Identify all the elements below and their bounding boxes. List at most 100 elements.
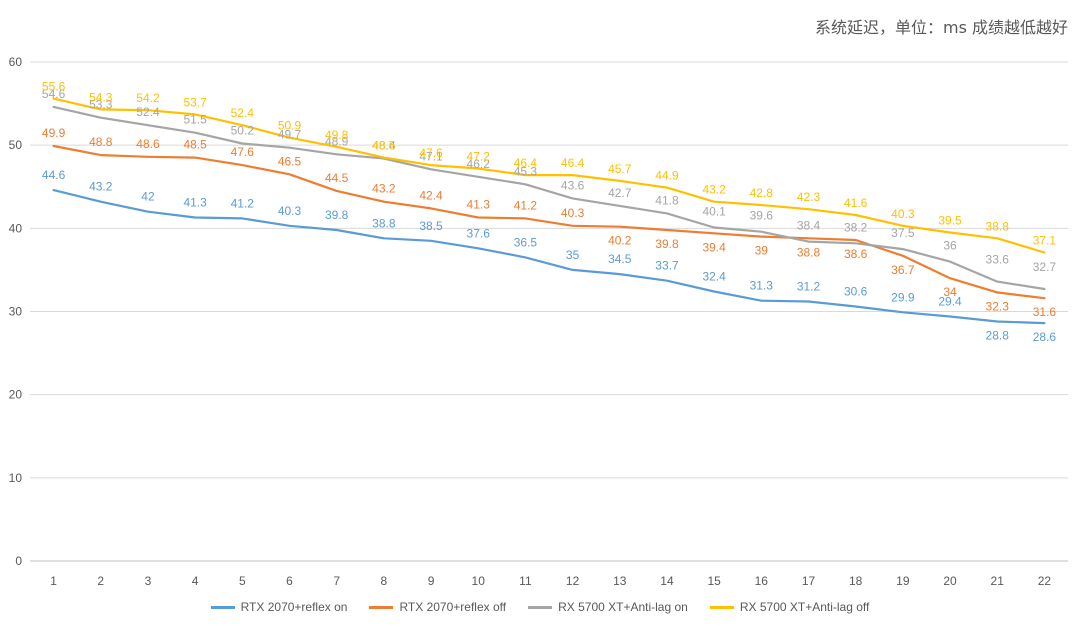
data-label: 29.9 <box>891 290 915 304</box>
series-line-3 <box>52 105 1046 291</box>
x-tick-label: 16 <box>755 574 769 588</box>
data-label: 49.8 <box>325 128 349 142</box>
x-tick-label: 7 <box>333 574 340 588</box>
series-line-1 <box>52 189 1046 325</box>
data-label: 44.5 <box>325 171 349 185</box>
data-label: 48.5 <box>183 138 207 152</box>
data-label: 52.4 <box>231 106 255 120</box>
y-tick-label: 50 <box>9 138 23 152</box>
legend-item: RX 5700 XT+Anti-lag on <box>528 600 688 614</box>
data-label: 34 <box>943 285 957 299</box>
x-tick-label: 8 <box>381 574 388 588</box>
x-tick-label: 10 <box>472 574 486 588</box>
data-label: 35 <box>566 248 580 262</box>
data-label: 41.8 <box>655 193 679 207</box>
x-tick-label: 13 <box>613 574 627 588</box>
legend-label: RX 5700 XT+Anti-lag on <box>558 600 688 614</box>
data-label: 40.3 <box>891 207 915 221</box>
data-label: 38.8 <box>372 216 396 230</box>
data-label: 43.2 <box>702 183 726 197</box>
data-label: 55.6 <box>42 80 66 94</box>
legend-item: RTX 2070+reflex off <box>369 600 506 614</box>
data-label: 48.4 <box>372 138 396 152</box>
data-label: 46.4 <box>561 156 585 170</box>
data-label: 30.6 <box>844 285 868 299</box>
x-tick-label: 19 <box>896 574 910 588</box>
y-tick-label: 20 <box>9 388 23 402</box>
data-label: 32.3 <box>986 299 1010 313</box>
x-tick-label: 18 <box>849 574 863 588</box>
legend-item: RTX 2070+reflex on <box>210 600 347 614</box>
legend-swatch <box>369 605 394 609</box>
data-label: 53.3 <box>89 98 113 112</box>
y-tick-label: 0 <box>15 554 22 568</box>
y-tick-label: 10 <box>9 471 23 485</box>
legend-swatch <box>528 605 553 609</box>
data-label: 41.3 <box>183 196 207 210</box>
series-line-4 <box>52 97 1046 254</box>
data-label: 50.9 <box>278 119 302 133</box>
data-label: 50.2 <box>231 124 255 138</box>
data-label: 32.7 <box>1033 260 1057 274</box>
data-label: 28.8 <box>986 328 1010 342</box>
data-label: 31.6 <box>1033 305 1057 319</box>
x-tick-label: 2 <box>97 574 104 588</box>
data-label: 31.3 <box>750 279 774 293</box>
data-label: 29.4 <box>938 294 962 308</box>
legend-swatch <box>210 605 235 609</box>
data-label: 48.9 <box>325 134 349 148</box>
data-label: 39.4 <box>702 240 726 254</box>
data-label: 54.3 <box>89 90 113 104</box>
data-label: 49.9 <box>42 126 66 140</box>
x-tick-label: 14 <box>660 574 674 588</box>
data-label: 44.9 <box>655 169 679 183</box>
data-label: 52.4 <box>136 105 160 119</box>
x-tick-label: 11 <box>519 574 532 588</box>
data-label: 41.2 <box>514 198 538 212</box>
data-label: 46.2 <box>467 157 491 171</box>
data-label: 31.2 <box>797 280 821 294</box>
legend-item: RX 5700 XT+Anti-lag off <box>709 600 870 614</box>
x-tick-label: 21 <box>991 574 1005 588</box>
data-label: 46.4 <box>514 156 538 170</box>
data-label: 38.8 <box>797 245 821 259</box>
data-label: 45.7 <box>608 162 632 176</box>
data-label: 37.6 <box>467 226 491 240</box>
data-label: 40.3 <box>561 206 585 220</box>
data-label: 46.5 <box>278 154 302 168</box>
data-label: 48.5 <box>372 139 396 153</box>
data-label: 37.5 <box>891 226 915 240</box>
data-label: 39.8 <box>655 237 679 251</box>
legend-label: RX 5700 XT+Anti-lag off <box>739 600 870 614</box>
y-tick-label: 40 <box>9 221 23 235</box>
data-label: 43.6 <box>561 178 585 192</box>
legend: RTX 2070+reflex on RTX 2070+reflex off RX … <box>0 600 1080 614</box>
data-label: 40.2 <box>608 234 632 248</box>
data-label: 36.7 <box>891 263 915 277</box>
data-label: 41.6 <box>844 196 868 210</box>
data-label: 48.8 <box>89 135 113 149</box>
x-tick-label: 17 <box>802 574 816 588</box>
data-label: 43.2 <box>89 180 113 194</box>
legend-swatch <box>709 605 734 609</box>
data-label: 42.3 <box>797 190 821 204</box>
data-label: 47.6 <box>419 146 443 160</box>
x-tick-label: 1 <box>50 574 57 588</box>
x-tick-label: 4 <box>192 574 199 588</box>
x-tick-label: 9 <box>428 574 435 588</box>
data-label: 39 <box>755 244 769 258</box>
data-label: 53.7 <box>183 95 207 109</box>
x-tick-label: 20 <box>943 574 957 588</box>
data-label: 47.6 <box>231 145 255 159</box>
data-label: 49.7 <box>278 128 302 142</box>
x-tick-label: 3 <box>145 574 152 588</box>
data-label: 40.3 <box>278 204 302 218</box>
data-label: 37.1 <box>1033 233 1057 247</box>
data-label: 33.6 <box>986 253 1010 267</box>
data-label: 38.2 <box>844 220 868 234</box>
data-label: 47.1 <box>419 149 443 163</box>
data-label: 45.3 <box>514 164 538 178</box>
data-label: 54.2 <box>136 91 160 105</box>
legend-label: RTX 2070+reflex off <box>399 600 507 614</box>
